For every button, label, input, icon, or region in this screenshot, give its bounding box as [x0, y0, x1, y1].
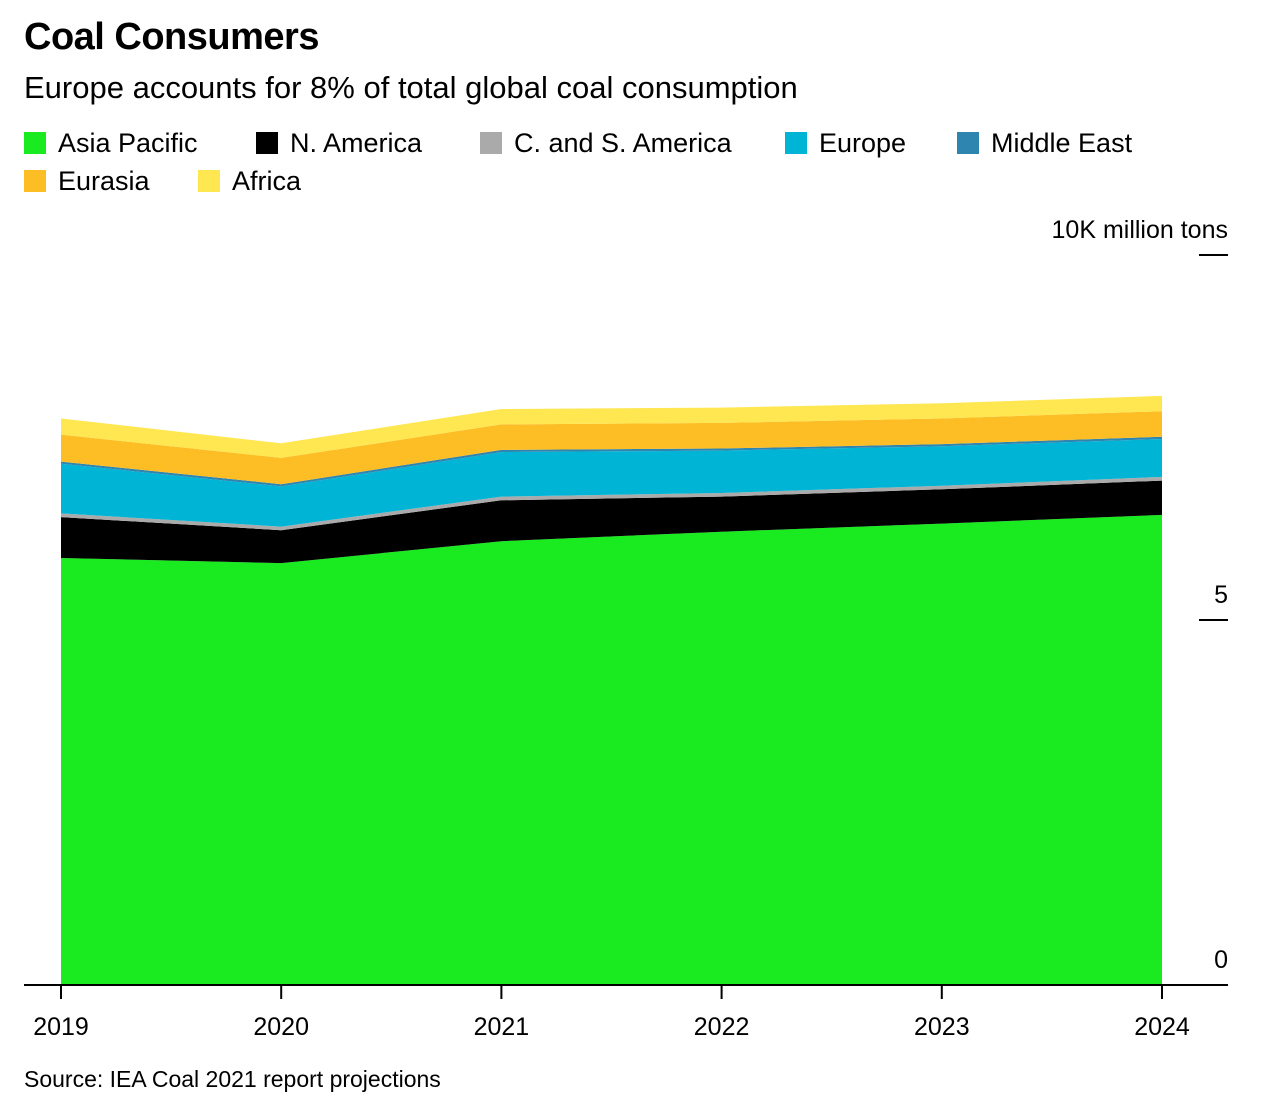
x-tick-label-2024: 2024 — [1134, 1013, 1190, 1041]
x-tick-label-2022: 2022 — [694, 1013, 750, 1041]
y-tick-label-10: 10K million tons — [1052, 216, 1228, 244]
x-axis: 2019 2020 2021 2022 2023 2024 — [24, 984, 1228, 1041]
source-note: Source: IEA Coal 2021 report projections — [24, 1066, 441, 1092]
y-tick-label-0: 0 — [1214, 946, 1228, 974]
y-tick-label-5: 5 — [1214, 581, 1228, 609]
legend-item-c-and-s-america: C. and S. America — [480, 128, 785, 159]
legend-label-c-and-s-america: C. and S. America — [514, 127, 732, 158]
area-n-america — [61, 480, 1162, 564]
area-africa — [61, 395, 1162, 458]
legend-swatch-c-and-s-america — [480, 132, 502, 154]
legend-swatch-n-america — [256, 132, 278, 154]
legend-item-n-america: N. America — [256, 128, 480, 159]
legend-item-africa: Africa — [198, 166, 301, 197]
area-asia-pacific — [61, 514, 1162, 985]
legend-label-africa: Africa — [232, 165, 302, 196]
legend-swatch-middle-east — [957, 132, 979, 154]
area-eurasia — [61, 411, 1162, 485]
legend-swatch-europe — [785, 132, 807, 154]
legend-row-2: Eurasia Africa — [24, 162, 1244, 200]
area-europe — [61, 439, 1162, 527]
chart-title: Coal Consumers — [24, 16, 319, 58]
legend-swatch-eurasia — [24, 170, 46, 192]
legend-item-eurasia: Eurasia — [24, 166, 198, 197]
legend-label-eurasia: Eurasia — [58, 165, 150, 196]
y-axis: 0 5 10K million tons — [1052, 216, 1228, 974]
legend-label-europe: Europe — [819, 127, 907, 158]
legend-item-middle-east: Middle East — [957, 128, 1132, 159]
legend-label-middle-east: Middle East — [991, 127, 1133, 158]
area-c-and-s-america — [61, 476, 1162, 531]
legend: Asia Pacific N. America C. and S. Americ… — [24, 124, 1244, 200]
x-tick-label-2021: 2021 — [474, 1013, 530, 1041]
legend-label-n-america: N. America — [290, 127, 423, 158]
chart-subtitle: Europe accounts for 8% of total global c… — [24, 70, 798, 105]
legend-item-asia-pacific: Asia Pacific — [24, 128, 256, 159]
legend-row-1: Asia Pacific N. America C. and S. Americ… — [24, 124, 1244, 162]
legend-swatch-asia-pacific — [24, 132, 46, 154]
x-tick-label-2019: 2019 — [33, 1013, 89, 1041]
legend-label-asia-pacific: Asia Pacific — [58, 127, 198, 158]
area-layers — [61, 395, 1162, 985]
legend-item-europe: Europe — [785, 128, 957, 159]
area-middle-east — [61, 436, 1162, 487]
x-tick-label-2020: 2020 — [253, 1013, 309, 1041]
legend-swatch-africa — [198, 170, 220, 192]
x-tick-label-2023: 2023 — [914, 1013, 970, 1041]
